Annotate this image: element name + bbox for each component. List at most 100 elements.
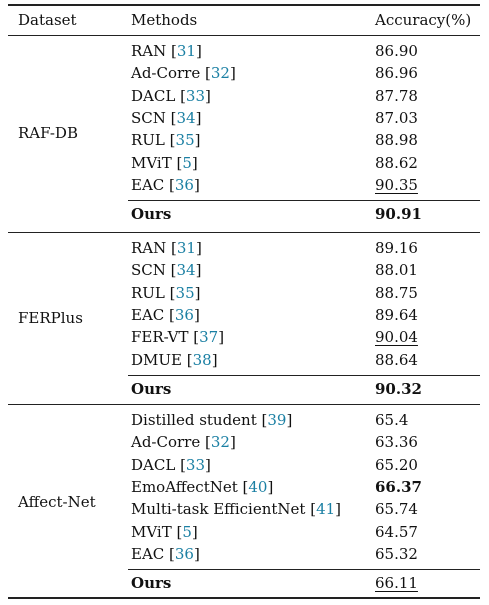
ours-method: Ours <box>131 379 172 398</box>
method-name: RAN <box>131 239 167 257</box>
dataset-label: FERPlus <box>18 309 83 328</box>
method-name: RAN <box>131 42 167 60</box>
citation-link[interactable]: 35 <box>175 131 195 150</box>
ours-rule <box>128 374 480 376</box>
method-name: EAC <box>131 544 165 563</box>
method-name: MViT <box>131 522 172 541</box>
accuracy-cell: 88.01 <box>375 261 418 280</box>
method-name: DACL <box>131 86 176 105</box>
citation-link[interactable]: 5 <box>182 153 192 172</box>
method-cell: Ad-Corre [32] <box>131 433 236 452</box>
citation-link[interactable]: 36 <box>174 175 194 194</box>
method-cell: Multi-task EfficientNet [41] <box>131 500 342 519</box>
accuracy-cell: 89.64 <box>375 305 418 324</box>
accuracy-cell: 86.90 <box>375 42 418 60</box>
accuracy-cell: 90.04 <box>375 328 418 347</box>
accuracy-cell: 87.78 <box>375 86 418 105</box>
method-cell: RAN [31] <box>131 42 202 60</box>
citation-link[interactable]: 37 <box>199 328 219 347</box>
method-cell: DACL [33] <box>131 455 211 474</box>
accuracy-cell: 63.36 <box>375 433 418 452</box>
header-accuracy: Accuracy(%) <box>375 11 472 29</box>
citation-link[interactable]: 41 <box>316 500 336 519</box>
method-cell: Ad-Corre [32] <box>131 64 236 83</box>
method-cell: EAC [36] <box>131 544 200 563</box>
ours-method: Ours <box>131 205 172 224</box>
group-rule <box>8 404 480 405</box>
citation-link[interactable]: 35 <box>175 283 195 302</box>
citation-link[interactable]: 32 <box>210 64 230 83</box>
ours-accuracy: 90.91 <box>375 205 422 224</box>
method-cell: RUL [35] <box>131 131 201 150</box>
method-name: EAC <box>131 305 165 324</box>
method-cell: Distilled student [39] <box>131 411 293 429</box>
method-cell: DACL [33] <box>131 86 211 105</box>
ours-method: Ours <box>131 574 172 593</box>
accuracy-cell: 64.57 <box>375 522 418 541</box>
ours-accuracy: 66.11 <box>375 574 418 593</box>
method-cell: DMUE [38] <box>131 350 218 369</box>
method-name: RUL <box>131 283 165 302</box>
group-rule <box>8 232 480 233</box>
citation-link[interactable]: 33 <box>185 455 206 474</box>
method-name: Distilled student <box>131 411 257 429</box>
citation-link[interactable]: 36 <box>174 305 194 324</box>
method-name: Ad-Corre <box>131 64 201 83</box>
method-name: EAC <box>131 175 165 194</box>
dataset-label: Affect-Net <box>18 492 96 511</box>
method-cell: SCN [34] <box>131 108 202 127</box>
method-name: MViT <box>131 153 172 172</box>
accuracy-cell: 90.35 <box>375 175 418 194</box>
ours-rule <box>128 569 480 571</box>
method-cell: MViT [5] <box>131 522 198 541</box>
accuracy-cell: 88.62 <box>375 153 418 172</box>
method-name: EmoAffectNet <box>131 477 238 496</box>
method-name: SCN <box>131 108 166 127</box>
accuracy-cell: 65.4 <box>375 411 409 429</box>
method-name: RUL <box>131 131 165 150</box>
method-cell: RAN [31] <box>131 239 202 257</box>
header-methods: Methods <box>131 11 198 29</box>
method-cell: FER-VT [37] <box>131 328 225 347</box>
method-name: DMUE <box>131 350 182 369</box>
method-name: FER-VT <box>131 328 189 347</box>
accuracy-cell: 88.98 <box>375 131 418 150</box>
citation-link[interactable]: 38 <box>192 350 212 369</box>
ours-rule <box>128 200 480 202</box>
accuracy-cell: 65.20 <box>375 455 418 474</box>
accuracy-cell: 87.03 <box>375 108 418 127</box>
header-dataset: Dataset <box>18 11 77 29</box>
method-name: Multi-task EfficientNet <box>131 500 306 519</box>
citation-link[interactable]: 31 <box>176 42 196 60</box>
accuracy-cell: 86.96 <box>375 64 418 83</box>
header-rule <box>8 35 480 36</box>
citation-link[interactable]: 40 <box>248 477 268 496</box>
citation-link[interactable]: 32 <box>210 433 230 452</box>
method-cell: EAC [36] <box>131 175 200 194</box>
citation-link[interactable]: 5 <box>182 522 192 541</box>
method-cell: MViT [5] <box>131 153 198 172</box>
method-name: SCN <box>131 261 166 280</box>
dataset-label: RAF-DB <box>18 123 78 142</box>
method-cell: EAC [36] <box>131 305 200 324</box>
ours-accuracy: 90.32 <box>375 379 422 398</box>
top-rule <box>8 4 480 6</box>
citation-link[interactable]: 34 <box>176 108 196 127</box>
method-name: DACL <box>131 455 176 474</box>
accuracy-cell: 88.64 <box>375 350 418 369</box>
method-cell: SCN [34] <box>131 261 202 280</box>
method-name: Ad-Corre <box>131 433 201 452</box>
method-cell: EmoAffectNet [40] <box>131 477 274 496</box>
bottom-rule <box>8 597 480 599</box>
citation-link[interactable]: 36 <box>174 544 194 563</box>
citation-link[interactable]: 33 <box>185 86 206 105</box>
accuracy-cell: 65.32 <box>375 544 418 563</box>
accuracy-cell: 66.37 <box>375 477 422 496</box>
accuracy-cell: 89.16 <box>375 239 418 257</box>
citation-link[interactable]: 34 <box>176 261 196 280</box>
method-cell: RUL [35] <box>131 283 201 302</box>
citation-link[interactable]: 31 <box>176 239 196 257</box>
accuracy-cell: 88.75 <box>375 283 418 302</box>
citation-link[interactable]: 39 <box>267 411 287 429</box>
accuracy-cell: 65.74 <box>375 500 418 519</box>
